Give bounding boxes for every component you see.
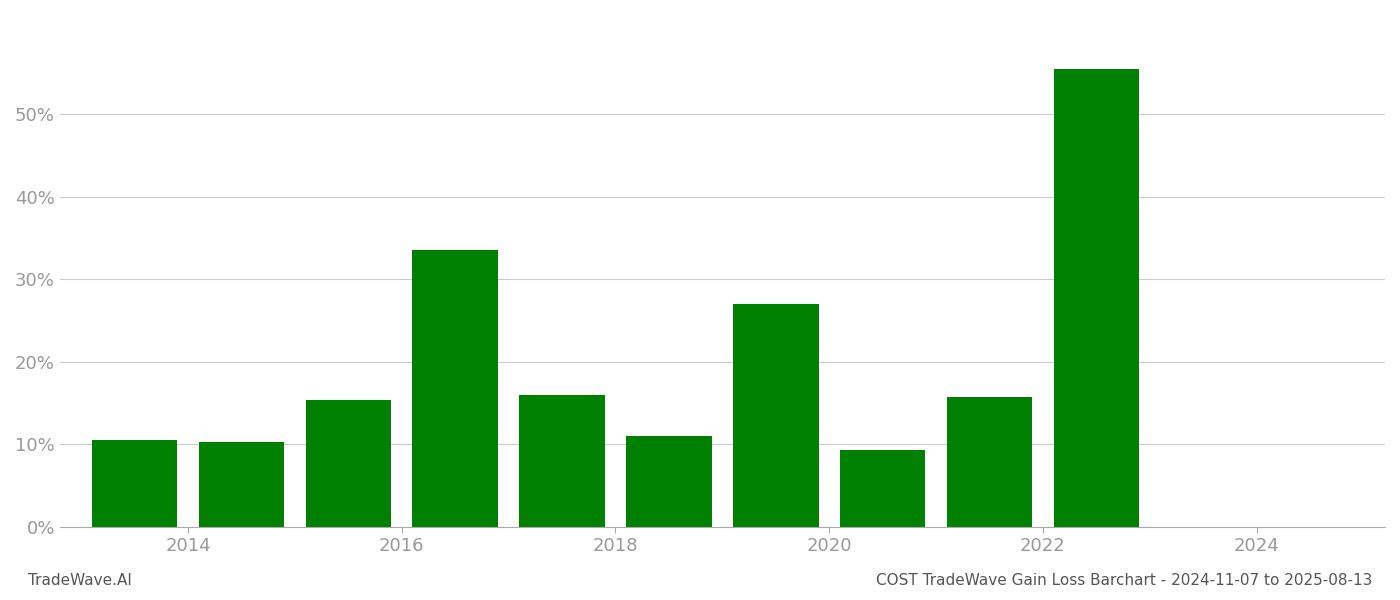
Bar: [519, 395, 605, 527]
Bar: [413, 250, 498, 527]
Bar: [840, 450, 925, 527]
Bar: [199, 442, 284, 527]
Bar: [1054, 68, 1140, 527]
Bar: [626, 436, 711, 527]
Bar: [305, 400, 391, 527]
Bar: [734, 304, 819, 527]
Text: TradeWave.AI: TradeWave.AI: [28, 573, 132, 588]
Bar: [92, 440, 178, 527]
Text: COST TradeWave Gain Loss Barchart - 2024-11-07 to 2025-08-13: COST TradeWave Gain Loss Barchart - 2024…: [875, 573, 1372, 588]
Bar: [946, 397, 1032, 527]
